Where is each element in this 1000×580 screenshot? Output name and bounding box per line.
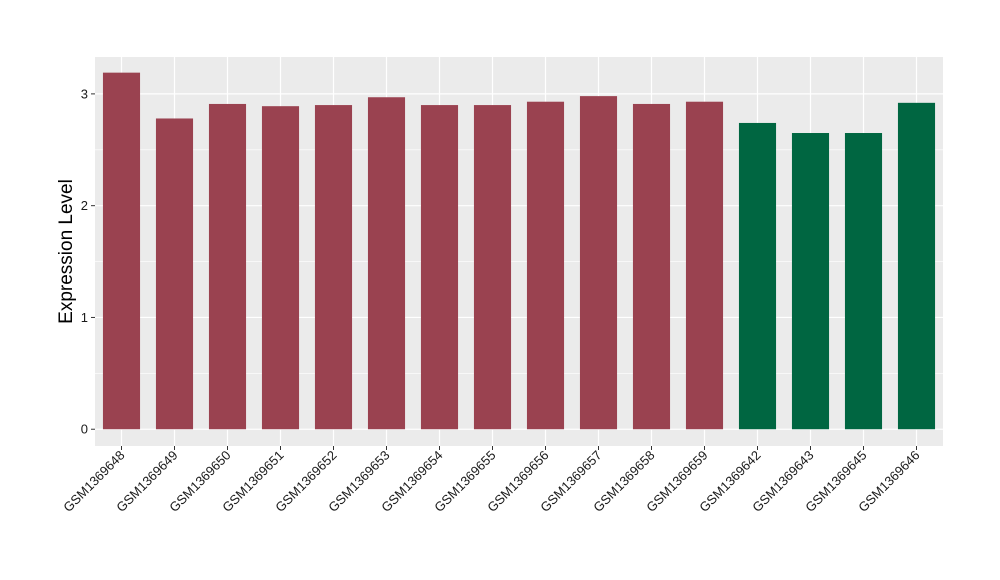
y-axis: 0 1 2 3 (81, 86, 95, 437)
bar-GSM1369658 (632, 103, 671, 430)
bar-GSM1369642 (738, 122, 777, 430)
bar-GSM1369650 (208, 103, 247, 430)
y-tick-label: 3 (81, 86, 88, 101)
bar-GSM1369643 (791, 133, 830, 430)
bar-GSM1369646 (897, 102, 936, 430)
y-tick-label: 1 (81, 310, 88, 325)
y-axis-title: Expression Level (56, 179, 77, 324)
bar-GSM1369648 (102, 72, 141, 430)
bar-GSM1369655 (473, 105, 512, 430)
bar-GSM1369652 (314, 105, 353, 430)
y-tick-label: 0 (81, 422, 88, 437)
bar-GSM1369654 (420, 105, 459, 430)
bar-GSM1369656 (526, 101, 565, 430)
x-axis: GSM1369648GSM1369649GSM1369650GSM1369651… (60, 446, 923, 515)
bar-GSM1369657 (579, 96, 618, 430)
bar-GSM1369653 (367, 97, 406, 430)
bars (102, 72, 936, 430)
bar-GSM1369651 (261, 106, 300, 430)
y-tick-label: 2 (81, 198, 88, 213)
bar-GSM1369645 (844, 133, 883, 430)
bar-GSM1369649 (155, 118, 194, 430)
bar-GSM1369659 (685, 101, 724, 430)
